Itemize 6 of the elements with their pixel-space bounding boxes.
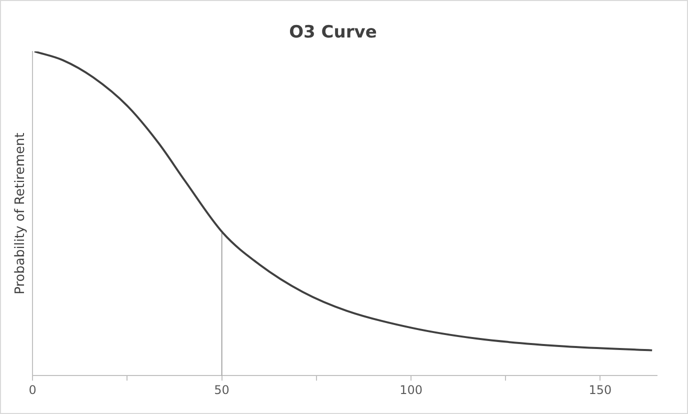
y-axis-title: Probability of Retirement: [13, 132, 28, 294]
x-tick-label: 100: [400, 382, 422, 397]
x-tick-label: 150: [588, 382, 612, 397]
chart-title: O3 Curve: [289, 22, 377, 43]
x-tick-label: 50: [214, 382, 230, 397]
x-tick-label: 0: [28, 382, 36, 397]
